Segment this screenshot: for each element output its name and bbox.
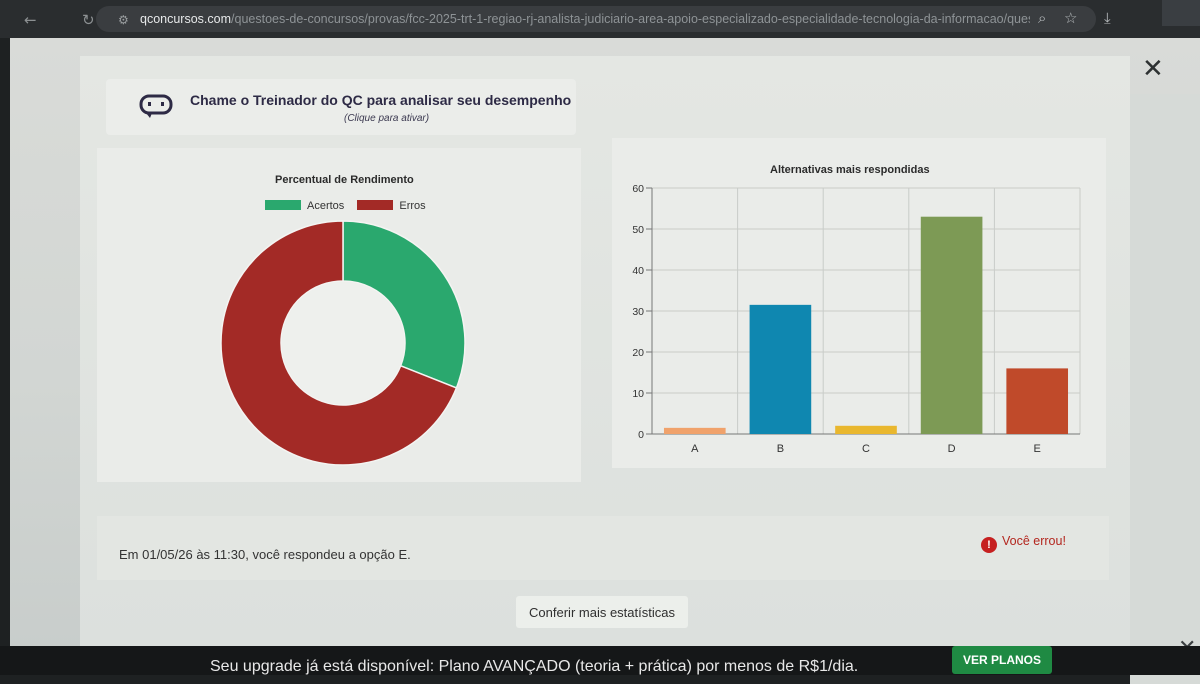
x-tick-label-a: A	[691, 443, 699, 455]
more-statistics-button[interactable]: Conferir mais estatísticas	[516, 596, 688, 628]
trainer-card[interactable]: Chame o Treinador do QC para analisar se…	[106, 79, 576, 135]
answer-history-text: Em 01/05/26 às 11:30, você respondeu a o…	[119, 547, 411, 562]
url-text[interactable]: qconcursos.com/questoes-de-concursos/pro…	[140, 12, 1030, 26]
bar-a[interactable]	[663, 427, 726, 434]
zoom-icon[interactable]: ⌕	[1038, 9, 1047, 27]
y-tick-label: 10	[632, 388, 644, 400]
close-icon[interactable]: ✕	[1142, 54, 1164, 84]
browser-menu-area	[1162, 0, 1200, 26]
page-background: ✕ Chame o Treinador do QC para analisar …	[10, 38, 1200, 684]
upgrade-promo-bar: Seu upgrade já está disponível: Plano AV…	[0, 646, 1200, 675]
address-bar[interactable]	[96, 6, 1096, 32]
error-alert-icon: !	[981, 537, 997, 553]
download-icon[interactable]: ⤓	[1104, 9, 1111, 27]
y-tick-label: 30	[632, 306, 644, 318]
performance-donut-chart	[220, 220, 466, 466]
url-path: /questoes-de-concursos/provas/fcc-2025-t…	[231, 12, 1030, 26]
legend-label-erros: Erros	[399, 200, 426, 212]
bar-d[interactable]	[920, 216, 983, 434]
legend-swatch-erros	[357, 200, 394, 210]
donut-slice-erros[interactable]	[220, 220, 458, 466]
answers-chart-panel: Alternativas mais respondidas 0 10 20 30 40 5…	[612, 138, 1106, 468]
result-text: Você errou!	[1002, 534, 1066, 548]
legend-swatch-acertos	[265, 200, 301, 210]
answer-feedback-bar: Em 01/05/26 às 11:30, você respondeu a o…	[97, 516, 1109, 580]
donut-slice-acertos[interactable]	[342, 220, 466, 389]
bookmark-star-icon[interactable]: ☆	[1064, 9, 1078, 27]
y-tick-label: 60	[632, 183, 644, 195]
result-indicator: ! Você errou!	[981, 534, 1066, 553]
legend-item-acertos: Acertos	[265, 200, 344, 212]
donut-hole	[282, 282, 404, 404]
y-tick-label: 20	[632, 347, 644, 359]
trainer-subtitle: (Clique para ativar)	[344, 113, 430, 124]
x-tick-label-e: E	[1034, 443, 1041, 455]
url-host: qconcursos.com	[140, 12, 232, 26]
legend-item-erros: Erros	[357, 200, 426, 212]
y-tick-label: 40	[632, 265, 644, 277]
answers-bar-chart: 0 10 20 30 40 50 60 A B C D E	[632, 183, 1081, 455]
site-settings-icon[interactable]: ⚙	[118, 13, 129, 27]
chatbot-icon	[139, 94, 173, 118]
reload-icon[interactable]: ↻	[82, 11, 95, 29]
bar-e[interactable]	[1006, 368, 1069, 434]
x-tick-label-d: D	[948, 443, 956, 455]
answers-chart-title: Alternativas mais respondidas	[770, 164, 930, 176]
legend-label-acertos: Acertos	[307, 200, 345, 212]
x-tick-label-c: C	[862, 443, 870, 455]
promo-text: Seu upgrade já está disponível: Plano AV…	[210, 658, 859, 675]
page-right-edge	[1130, 94, 1200, 684]
browser-toolbar: ← ↻ ⚙ qconcursos.com/questoes-de-concurs…	[0, 0, 1200, 38]
x-tick-label-b: B	[777, 443, 784, 455]
trainer-title: Chame o Treinador do QC para analisar se…	[190, 92, 572, 108]
performance-legend: Acertos Erros	[265, 200, 436, 212]
y-tick-label: 50	[632, 224, 644, 236]
bar-c[interactable]	[835, 425, 897, 434]
statistics-modal: ✕ Chame o Treinador do QC para analisar …	[80, 54, 1196, 661]
back-arrow-icon[interactable]: ←	[24, 11, 37, 29]
performance-chart-panel: Percentual de Rendimento Acertos Erros	[97, 148, 581, 482]
view-plans-button[interactable]: VER PLANOS	[952, 646, 1052, 674]
performance-chart-title: Percentual de Rendimento	[275, 174, 414, 186]
bar-b[interactable]	[749, 304, 812, 434]
y-tick-label: 0	[638, 429, 644, 441]
